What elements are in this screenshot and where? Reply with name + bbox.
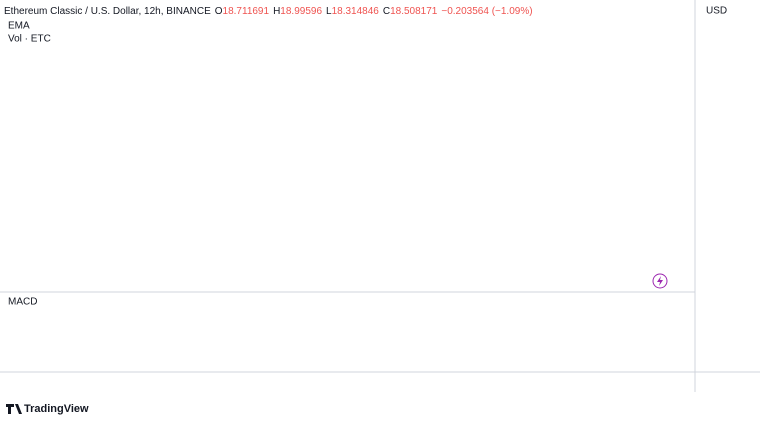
change: −0.203564 (−1.09%) (441, 6, 532, 17)
indicator-label: Vol · ETC (8, 34, 51, 45)
alert-icon-glyph (657, 276, 663, 286)
l-value: 18.314846 (332, 6, 380, 17)
currency: USD (706, 6, 727, 17)
logo: TradingView (24, 403, 89, 415)
h-value: 18.99596 (280, 6, 322, 17)
indicator-label: EMA (8, 21, 30, 32)
c-label: C (383, 6, 390, 17)
h-label: H (273, 6, 280, 17)
header: Ethereum Classic / U.S. Dollar, 12h, BIN… (4, 6, 533, 17)
symbol: Ethereum Classic / U.S. Dollar, 12h, BIN… (4, 6, 211, 17)
c-value: 18.508171 (390, 6, 438, 17)
logo-icon (6, 404, 22, 414)
o-value: 18.711691 (223, 6, 270, 17)
l-label: L (326, 6, 332, 17)
macd-title: MACD (8, 297, 37, 308)
o-label: O (215, 6, 223, 17)
